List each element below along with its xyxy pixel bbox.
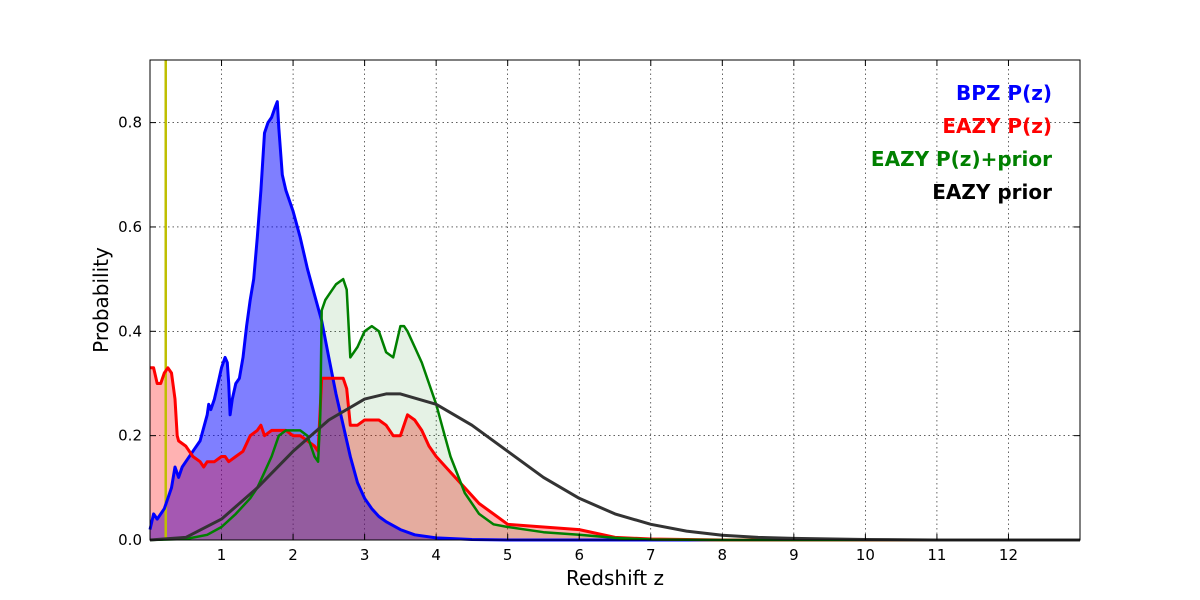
grid bbox=[150, 60, 1080, 541]
bpz-p-z-area bbox=[150, 101, 1080, 540]
x-tick-label: 8 bbox=[718, 546, 728, 564]
eazy-prior-line bbox=[149, 392, 1080, 542]
legend-entry-eazy-p-z: EAZY P(z) bbox=[942, 114, 1052, 138]
x-tick-label: 9 bbox=[789, 546, 799, 564]
x-axis-label: Redshift z bbox=[566, 566, 664, 590]
x-tick-label: 12 bbox=[999, 546, 1018, 564]
y-tick-label: 0.6 bbox=[118, 218, 142, 236]
x-tick-label: 4 bbox=[431, 546, 441, 564]
y-tick-label: 0.8 bbox=[118, 114, 142, 132]
x-tick-label: 11 bbox=[927, 546, 946, 564]
y-tick-label: 0.2 bbox=[118, 427, 142, 445]
x-tick-label: 1 bbox=[217, 546, 227, 564]
legend-entry-eazy-p-z-prior: EAZY P(z)+prior bbox=[871, 147, 1052, 171]
legend: BPZ P(z) EAZY P(z) EAZY P(z)+prior EAZY pri… bbox=[871, 81, 1052, 204]
x-tick-label: 10 bbox=[856, 546, 875, 564]
x-tick-label: 3 bbox=[360, 546, 370, 564]
y-axis-label: Probability bbox=[89, 247, 113, 353]
x-tick-label: 2 bbox=[288, 546, 298, 564]
legend-entry-bpz-p-z: BPZ P(z) bbox=[956, 81, 1052, 105]
x-tick-label: 5 bbox=[503, 546, 513, 564]
y-tick-label: 0.0 bbox=[118, 531, 142, 549]
x-tick-label: 7 bbox=[646, 546, 656, 564]
eazy-p-z-prior-line bbox=[149, 277, 1080, 542]
plot-frame bbox=[149, 59, 1081, 541]
series-lines bbox=[148, 100, 1080, 542]
eazy-p-z-area bbox=[150, 367, 1080, 540]
legend-entry-eazy-prior: EAZY prior bbox=[932, 180, 1052, 204]
x-tick-label: 6 bbox=[574, 546, 584, 564]
bpz-p-z-line bbox=[148, 100, 1080, 542]
y-tick-label: 0.4 bbox=[118, 322, 142, 340]
axis-ticks: 1 2 3 4 5 6 7 8 9 10 11 120.00.20.40.60.8 bbox=[118, 60, 1080, 564]
